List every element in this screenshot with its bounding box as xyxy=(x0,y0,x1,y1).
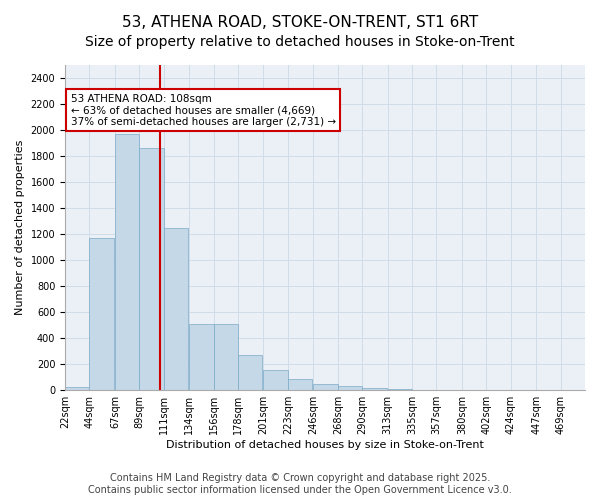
Bar xyxy=(214,324,238,390)
Bar xyxy=(362,388,386,390)
Bar xyxy=(89,238,114,390)
Bar xyxy=(263,370,288,390)
Bar xyxy=(238,355,262,390)
Bar xyxy=(164,228,188,390)
Bar xyxy=(288,379,312,390)
Bar xyxy=(338,386,362,390)
Bar xyxy=(65,387,89,390)
Bar xyxy=(313,384,338,390)
Text: Contains HM Land Registry data © Crown copyright and database right 2025.
Contai: Contains HM Land Registry data © Crown c… xyxy=(88,474,512,495)
Y-axis label: Number of detached properties: Number of detached properties xyxy=(15,140,25,316)
Text: Size of property relative to detached houses in Stoke-on-Trent: Size of property relative to detached ho… xyxy=(85,35,515,49)
Bar xyxy=(115,134,139,390)
X-axis label: Distribution of detached houses by size in Stoke-on-Trent: Distribution of detached houses by size … xyxy=(166,440,484,450)
Bar xyxy=(189,324,214,390)
Bar xyxy=(388,389,412,390)
Bar xyxy=(139,148,164,390)
Text: 53, ATHENA ROAD, STOKE-ON-TRENT, ST1 6RT: 53, ATHENA ROAD, STOKE-ON-TRENT, ST1 6RT xyxy=(122,15,478,30)
Text: 53 ATHENA ROAD: 108sqm
← 63% of detached houses are smaller (4,669)
37% of semi-: 53 ATHENA ROAD: 108sqm ← 63% of detached… xyxy=(71,94,335,127)
